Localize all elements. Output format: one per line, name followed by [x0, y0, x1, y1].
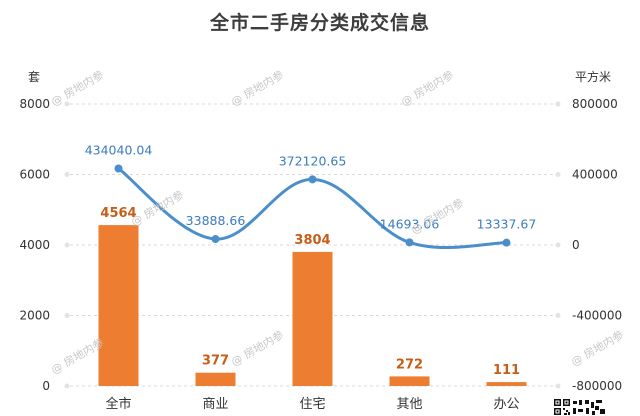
- grid-dot: [64, 101, 70, 107]
- bar-data-label: 4564: [100, 206, 136, 221]
- right-axis-unit: 平方米: [575, 70, 612, 84]
- category-label: 全市: [105, 396, 131, 412]
- grid-dot: [555, 383, 561, 389]
- grid-dot: [555, 101, 561, 107]
- left-tick-label: 6000: [19, 168, 50, 182]
- category-label: 其他: [396, 397, 422, 412]
- bar: [486, 382, 527, 386]
- bar-data-label: 111: [493, 363, 520, 378]
- line-point: [405, 238, 414, 247]
- line-point: [114, 164, 123, 173]
- bar-data-label: 377: [202, 354, 229, 369]
- grid-dot: [555, 242, 561, 248]
- bar: [195, 372, 236, 386]
- grid-dot: [64, 172, 70, 177]
- category-label: 商业: [202, 397, 228, 412]
- line-data-label: 372120.65: [279, 153, 347, 168]
- line-data-label: 434040.04: [85, 143, 153, 158]
- left-tick-label: 4000: [19, 238, 50, 252]
- line-data-label: 33888.66: [186, 213, 246, 228]
- grid-dot: [64, 313, 70, 318]
- line-point: [211, 235, 220, 244]
- line-data-label: 14693.06: [380, 216, 440, 231]
- category-label: 办公: [493, 397, 519, 412]
- right-tick-label: 400000: [572, 168, 618, 182]
- line-data-label: 13337.67: [477, 217, 537, 232]
- right-tick-label: 800000: [572, 97, 618, 111]
- right-tick-label: -400000: [572, 309, 622, 323]
- right-tick-label: 0: [572, 238, 580, 252]
- bar-data-label: 272: [396, 357, 423, 372]
- right-tick-label: -800000: [572, 379, 622, 393]
- category-label: 住宅: [299, 397, 325, 412]
- grid-dot: [555, 172, 561, 177]
- bar: [389, 376, 430, 386]
- chart-title: 全市二手房分类成交信息: [209, 12, 430, 34]
- bar: [292, 251, 333, 386]
- bar-data-label: 3804: [294, 233, 330, 248]
- left-tick-label: 0: [42, 379, 50, 393]
- grid-dot: [555, 313, 561, 318]
- bar: [98, 225, 139, 386]
- line-point: [308, 175, 317, 184]
- qr-code-icon: [553, 398, 607, 416]
- grid-dot: [64, 242, 70, 248]
- grid-dot: [64, 383, 70, 389]
- left-tick-label: 2000: [19, 309, 50, 323]
- line-point: [502, 238, 511, 247]
- left-tick-label: 8000: [19, 97, 50, 111]
- left-axis-unit: 套: [28, 70, 41, 84]
